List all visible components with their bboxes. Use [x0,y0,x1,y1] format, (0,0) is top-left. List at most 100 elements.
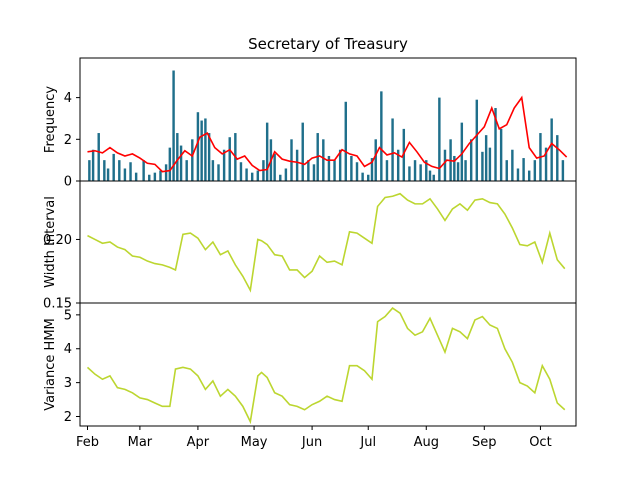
x-tick-label: Aug [414,435,439,450]
frequency-bar [172,70,175,181]
frequency-bar [211,160,215,181]
y-tick-label: 4 [64,91,72,106]
frequency-bar [367,174,370,181]
frequency-bar [380,91,383,181]
frequency-bar [432,174,435,181]
x-tick-label: Mar [128,435,153,450]
frequency-bar [91,149,95,181]
frequency-bar [391,118,394,181]
frequency-bar [112,153,115,181]
frequency-bar [484,135,488,181]
frequency-bar [301,122,304,181]
frequency-bar [191,139,194,181]
x-tick-label: Sep [472,435,497,450]
frequency-bar [385,160,389,181]
width-interval-y-axis-label: Width Interval [43,196,58,288]
frequency-bar [228,137,231,181]
frequency-bar [153,172,157,181]
frequency-bar [106,168,110,181]
frequency-bar [419,164,422,181]
width-interval-series-line [87,192,566,293]
variance-hmm-panel-frame [79,302,577,427]
frequency-bar [344,101,347,181]
x-tick-label: Jul [359,435,376,450]
frequency-bar [443,149,447,181]
frequency-bar [222,149,226,181]
frequency-bar [123,168,127,181]
frequency-bar [556,135,559,181]
frequency-bar [550,118,553,181]
x-tick-label: Feb [76,435,99,450]
width-interval-panel: 0.15 0.20 Width Interval [43,180,577,312]
variance-hmm-panel: 2 3 4 5 Variance HMM [43,302,577,427]
frequency-y-ticks: 0 2 4 [64,91,80,190]
frequency-bar [118,160,121,181]
frequency-bar [460,122,464,181]
y-tick-label: 0.15 [43,297,72,312]
frequency-bar [511,149,514,181]
y-tick-label: 2 [64,133,72,148]
frequency-bar [159,170,162,181]
frequency-bar [312,164,316,181]
frequency-bar [499,128,503,181]
y-tick-label: 4 [64,342,72,357]
x-tick-label: Oct [529,435,551,450]
frequency-bar [425,160,428,181]
frequency-bar [273,153,276,181]
frequency-bar [217,164,220,181]
y-tick-label: 5 [64,308,72,323]
frequency-bar [516,168,520,181]
frequency-bar [350,155,353,181]
frequency-bar [134,172,138,181]
width-interval-y-ticks: 0.15 0.20 [43,233,80,312]
frequency-y-axis-label: Frequency [43,86,58,153]
frequency-bar [453,155,456,181]
x-axis-ticks: Feb Mar Apr May Jun Jul Aug Sep Oct [76,426,552,450]
variance-hmm-y-ticks: 2 3 4 5 [64,308,80,425]
frequency-bar [103,160,106,181]
frequency-panel: 0 2 4 Frequency [43,57,577,190]
frequency-bar [456,162,460,181]
frequency-bar [245,168,248,181]
width-interval-panel-frame [79,180,577,304]
frequency-bar [88,160,91,181]
frequency-bar [207,133,211,181]
frequency-bar [413,160,417,181]
frequency-bar [527,170,531,181]
variance-hmm-series-line [86,307,566,425]
frequency-bar [505,160,508,181]
frequency-bar [250,172,254,181]
frequency-bar [239,162,243,181]
frequency-bar [168,147,172,181]
frequency-bar [469,139,473,181]
frequency-bar [279,174,282,181]
frequency-bar [494,108,497,181]
x-tick-label: Jun [301,435,322,450]
frequency-bar [97,133,100,181]
frequency-bar [408,166,411,181]
frequency-bar [196,112,200,181]
y-tick-label: 0.20 [43,233,72,248]
frequency-bar [284,168,288,181]
frequency-bar [355,162,359,181]
frequency-bar [148,174,151,181]
frequency-bar [295,149,299,181]
frequency-bar [481,151,484,181]
frequency-bar [142,160,145,181]
frequency-bar [533,160,537,181]
frequency-bar [374,139,377,181]
variance-hmm-y-axis-label: Variance HMM [43,318,58,411]
frequency-bar [370,158,374,181]
frequency-bar [256,170,260,181]
x-tick-label: Apr [187,435,210,450]
frequency-bar [200,120,203,181]
frequency-bar [129,162,132,181]
frequency-bar [361,172,364,181]
frequency-bar [396,149,400,181]
frequency-bar [561,160,565,181]
frequency-bar [488,147,492,181]
frequency-bar [265,122,269,181]
frequency-bar [338,149,342,181]
frequency-bar [164,164,168,181]
